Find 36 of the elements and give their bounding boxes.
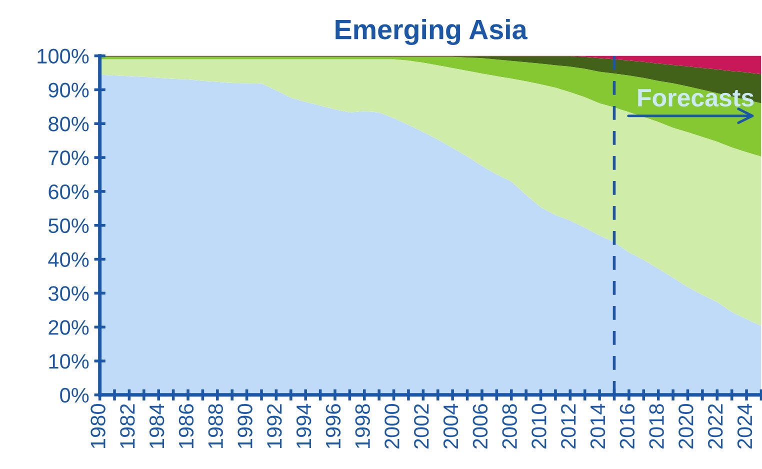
y-tick-label: 100% bbox=[38, 48, 89, 64]
x-tick-label: 2014 bbox=[590, 404, 606, 449]
x-tick-label: 1984 bbox=[149, 404, 164, 448]
x-tick-label: 2006 bbox=[472, 404, 488, 449]
x-tick-label: 2002 bbox=[414, 404, 429, 449]
annotation: Forecasts bbox=[638, 89, 754, 107]
y-tick-label: 70% bbox=[48, 150, 89, 166]
y-tick-label: 30% bbox=[48, 286, 89, 301]
y-tick-label: 80% bbox=[48, 116, 89, 132]
x-tick-label: 1992 bbox=[267, 404, 282, 448]
x-tick-label: 2024 bbox=[737, 404, 752, 449]
x-tick-label: 2020 bbox=[678, 404, 694, 449]
y-tick-label: 90% bbox=[48, 82, 89, 98]
x-tick-label: 1986 bbox=[178, 404, 194, 448]
y-tick-label: 40% bbox=[48, 252, 89, 268]
x-tick-label: 1994 bbox=[296, 404, 312, 448]
x-tick-label: 2008 bbox=[502, 404, 517, 449]
y-tick-label: 20% bbox=[48, 320, 89, 335]
x-tick-label: 2000 bbox=[384, 404, 400, 449]
x-tick-label: 1998 bbox=[355, 404, 370, 448]
x-tick-label: 2010 bbox=[532, 404, 546, 449]
y-tick-label: 0% bbox=[60, 388, 89, 403]
x-tick-label: 2004 bbox=[443, 404, 458, 449]
x-tick-label: 1990 bbox=[238, 404, 252, 448]
x-tick-label: 1988 bbox=[208, 404, 223, 448]
x-tick-label: 2012 bbox=[561, 404, 576, 449]
x-tick-label: 1996 bbox=[326, 404, 341, 448]
y-tick-label: 10% bbox=[49, 354, 89, 369]
x-tick-label: 1980 bbox=[90, 404, 106, 448]
y-tick-label: 50% bbox=[48, 218, 89, 234]
x-tick-label: 1982 bbox=[120, 404, 135, 448]
x-tick-label: 2022 bbox=[708, 404, 723, 449]
x-tick-label: 2018 bbox=[649, 404, 664, 449]
x-tick-label: 2016 bbox=[620, 404, 635, 449]
chart-title: Emerging Asia bbox=[336, 19, 528, 46]
y-tick-label: 60% bbox=[48, 184, 89, 200]
